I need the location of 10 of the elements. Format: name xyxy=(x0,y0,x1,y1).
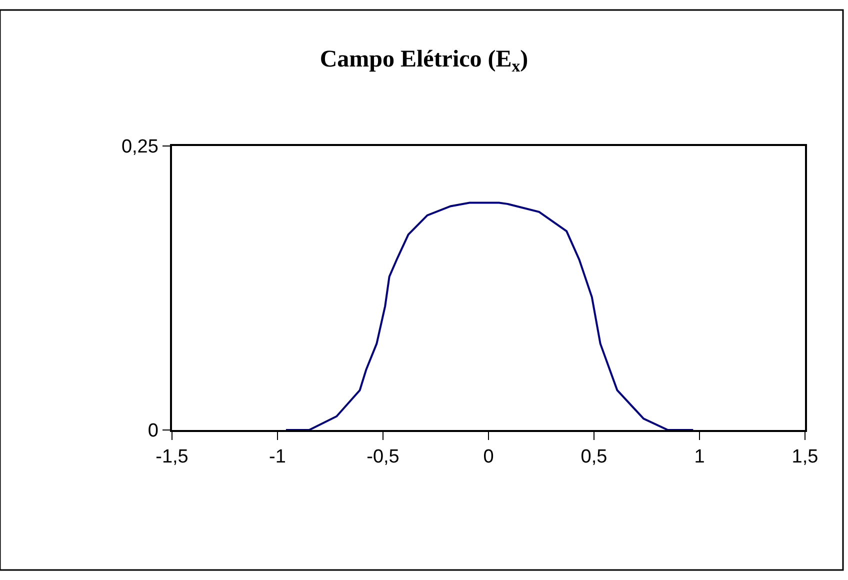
x-tick-label: 0,5 xyxy=(580,446,608,468)
x-tick-label: 1,5 xyxy=(792,446,818,468)
x-tick-label: -1,5 xyxy=(156,446,188,468)
y-tick-label: 0,25 xyxy=(121,136,158,158)
x-tick-label: 0 xyxy=(483,446,494,468)
x-tick-label: -1 xyxy=(269,446,286,468)
x-tick-label: 1 xyxy=(694,446,705,468)
chart-title: Campo Elétrico (E$_{x}$) xyxy=(320,46,528,76)
line-series xyxy=(284,202,694,430)
x-tick-label: -0,5 xyxy=(366,446,400,468)
